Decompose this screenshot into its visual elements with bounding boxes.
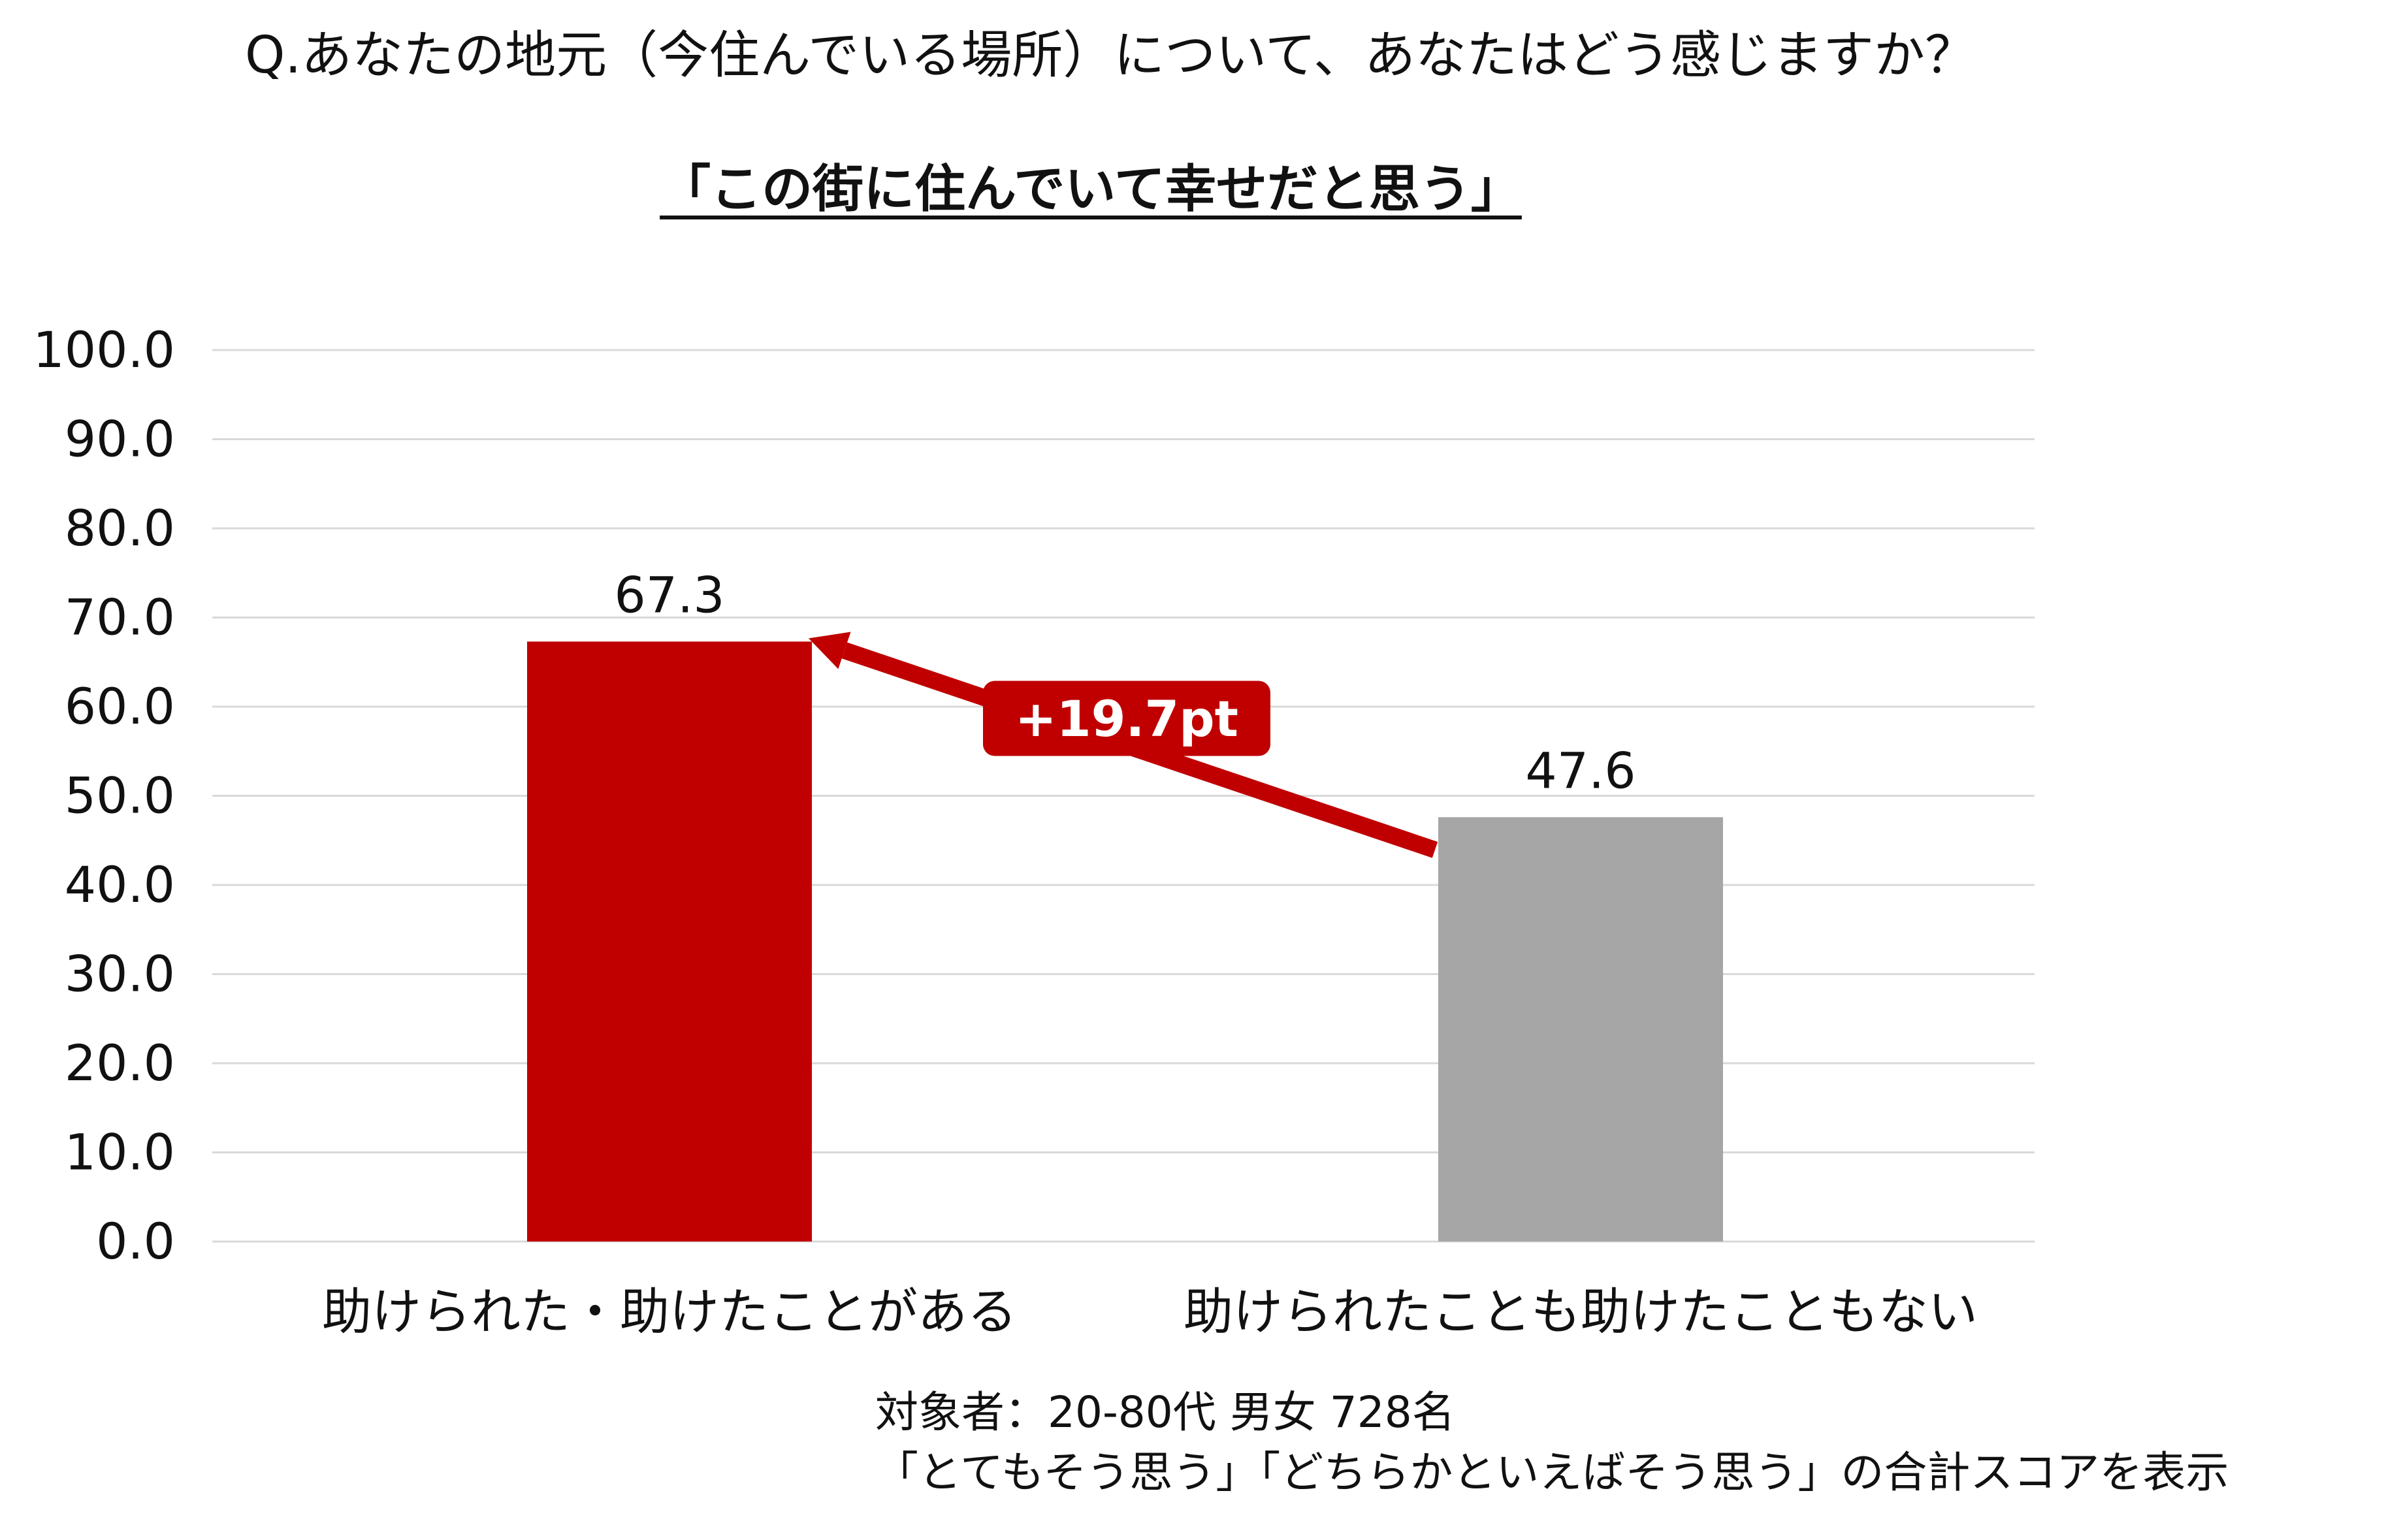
y-tick-label: 70.0: [65, 588, 175, 647]
data-label: 67.3: [614, 566, 724, 624]
y-tick-label: 10.0: [65, 1123, 175, 1181]
y-tick-label: 20.0: [65, 1034, 175, 1092]
difference-badge: [983, 681, 1270, 756]
bars: 67.3 助けられた・助けたことがある 47.6 助けられたことも助けたこともない: [322, 566, 1978, 1341]
gridlines: [212, 349, 2035, 1243]
category-label: 助けられたことも助けたこともない: [1184, 1283, 1978, 1341]
y-tick-label: 40.0: [65, 856, 175, 914]
y-tick-label: 0.0: [96, 1212, 175, 1270]
y-tick-label: 90.0: [65, 410, 175, 468]
category-label: 助けられた・助けたことがある: [322, 1283, 1017, 1341]
y-axis-ticks: 0.0 10.0 20.0 30.0 40.0 50.0 60.0 70.0 80.0 90.0 1…: [33, 321, 175, 1270]
difference-label: +19.7pt: [1015, 690, 1238, 748]
chart-subtitle: 「この街に住んでいて幸せだと思う」: [660, 160, 1522, 219]
arrow-head: [809, 632, 851, 669]
y-tick-label: 50.0: [65, 767, 175, 825]
sample-note: 対象者：20-80代 男女 728名: [875, 1387, 1455, 1437]
difference-arrow: +19.7pt: [809, 632, 1438, 858]
bar: [1438, 817, 1723, 1242]
bar: [527, 641, 812, 1242]
data-label: 47.6: [1525, 741, 1635, 799]
y-tick-label: 80.0: [65, 499, 175, 557]
score-note: 「とてもそう思う」「どちらかといえばそう思う」の合計スコアを表示: [875, 1447, 2229, 1498]
y-tick-label: 60.0: [65, 677, 175, 735]
question-title: Q.あなたの地元（今住んでいる場所）について、あなたはどう感じますか？: [244, 26, 1976, 85]
y-tick-label: 100.0: [33, 321, 175, 379]
y-tick-label: 30.0: [65, 945, 175, 1003]
